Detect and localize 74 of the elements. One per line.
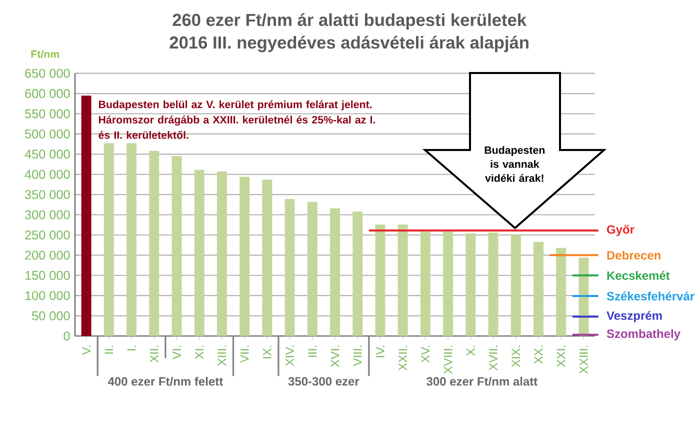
y-tick-label: 550 000 xyxy=(25,109,70,118)
bar xyxy=(240,176,250,336)
bar xyxy=(216,172,227,336)
bar xyxy=(375,224,386,336)
bar xyxy=(126,143,137,336)
text: 400 ezer Ft/nm felett xyxy=(108,376,223,386)
bar xyxy=(172,156,182,336)
x-tick-label: XIII. xyxy=(218,346,226,366)
y-tick-label: 250 000 xyxy=(25,230,70,240)
x-tick-label: XX. xyxy=(534,346,543,364)
bar xyxy=(556,248,566,336)
x-tick-label: XXII. xyxy=(398,346,407,370)
y-tick-label: 0 xyxy=(64,332,70,340)
chart-subtitle: 2016 III. negyedéves adásvételi árak alapján xyxy=(170,36,528,52)
x-tick-label: XIX. xyxy=(512,346,520,368)
y-tick-label: 50 000 xyxy=(32,311,70,320)
y-tick-label: 300 000 xyxy=(24,210,70,220)
text: 300 ezer Ft/nm alatt xyxy=(426,376,538,386)
ref-line-label: Székesfehérvár xyxy=(606,292,694,300)
bar xyxy=(284,199,295,336)
x-tick-label: I. xyxy=(127,346,136,350)
x-tick-label: II. xyxy=(104,346,114,354)
x-tick-label: XI. xyxy=(195,346,204,360)
x-tick-label: XXIII. xyxy=(580,346,588,374)
x-tick-label: IV. xyxy=(376,346,384,358)
x-tick-label: XXI. xyxy=(556,346,566,368)
x-tick-label: XII. xyxy=(150,346,158,362)
x-tick-label: VII. xyxy=(240,346,249,363)
bar xyxy=(488,232,498,336)
y-tick-label: 100 000 xyxy=(25,291,70,300)
y-tick-label: 600 000 xyxy=(25,89,70,98)
bar xyxy=(194,170,204,336)
bar xyxy=(443,232,454,336)
bar xyxy=(104,143,114,336)
x-tick-label: XIV. xyxy=(286,346,294,366)
bar xyxy=(510,234,521,336)
y-tick-label: 500 000 xyxy=(25,129,70,138)
y-tick-label: 200 000 xyxy=(25,250,70,260)
chart-title: 260 ezer Ft/nm ár alatti budapesti kerületek xyxy=(172,13,527,30)
annotation: Budapesten belül az V. kerület prémium felárat jelent. Háromszor drágább a XXIII. kerületnél és 25%-kal az I. és II. kerületektől. xyxy=(98,100,375,139)
ref-line-label: Debrecen xyxy=(607,250,660,260)
bar xyxy=(352,212,363,336)
ref-line-label: Veszprém xyxy=(606,310,662,322)
x-tick-label: III. xyxy=(308,346,317,357)
bar xyxy=(307,202,318,336)
annotation: Budapesten is vannak vidéki árak! xyxy=(484,146,545,182)
bar xyxy=(262,180,272,336)
text: 350-300 ezer xyxy=(288,377,360,386)
bar xyxy=(420,232,430,336)
x-tick-label: XV. xyxy=(421,346,430,363)
x-tick-label: X. xyxy=(466,346,475,356)
y-tick-label: 400 000 xyxy=(24,170,70,179)
bar xyxy=(466,233,476,336)
bar xyxy=(533,242,544,336)
x-tick-label: V. xyxy=(82,346,90,355)
y-axis-title: Ft/nm xyxy=(31,50,59,58)
x-tick-label: XVII. xyxy=(489,346,498,370)
y-tick-label: 450 000 xyxy=(24,150,70,159)
bar xyxy=(578,258,589,336)
y-tick-label: 350 000 xyxy=(24,190,70,200)
ref-line-label: Szombathely xyxy=(606,329,680,340)
bar xyxy=(398,224,408,336)
ref-line-label: Győr xyxy=(607,224,634,236)
x-tick-label: XVIII. xyxy=(444,346,452,374)
x-tick-label: VIII. xyxy=(353,346,362,366)
ref-line-label: Kecskemét xyxy=(607,270,670,280)
x-tick-label: VI. xyxy=(172,346,181,360)
bar xyxy=(330,208,340,336)
y-tick-label: 150 000 xyxy=(25,270,70,280)
x-tick-label: XVI. xyxy=(330,346,340,368)
bar xyxy=(149,150,160,336)
bar xyxy=(81,96,92,336)
x-tick-label: IX. xyxy=(263,346,272,358)
y-tick-label: 650 000 xyxy=(25,68,70,78)
